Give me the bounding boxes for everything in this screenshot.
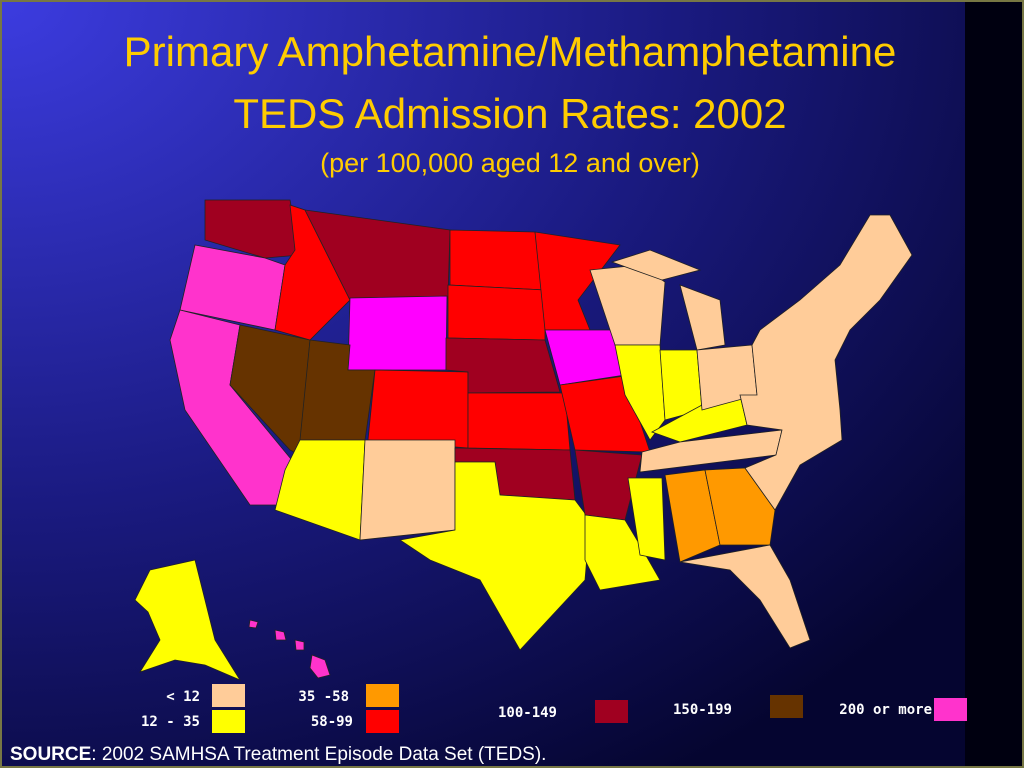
- state-region: [679, 284, 726, 351]
- state-region: [679, 544, 811, 649]
- state-region: [610, 249, 702, 281]
- legend-label: 58-99: [311, 714, 353, 730]
- map: [134, 199, 913, 681]
- state-region: [134, 559, 242, 681]
- state-region: [447, 284, 546, 341]
- source-label: SOURCE: [10, 744, 91, 765]
- state-region: [294, 639, 305, 651]
- legend-swatch: [595, 700, 628, 723]
- legend-label: 100-149: [498, 705, 557, 721]
- state-region: [347, 295, 448, 371]
- state-region: [248, 619, 259, 629]
- legend-swatch: [212, 684, 245, 707]
- legend-swatch: [366, 710, 399, 733]
- right-strip: [965, 0, 1024, 768]
- legend-label: 200 or more: [839, 702, 932, 718]
- source-text: : 2002 SAMHSA Treatment Episode Data Set…: [91, 744, 546, 765]
- title: TEDS Admission Rates: 2002: [233, 90, 786, 137]
- legend-swatch: [934, 698, 967, 721]
- state-region: [274, 629, 287, 641]
- state-region: [309, 654, 331, 679]
- legend-label: < 12: [166, 689, 200, 705]
- state-region: [367, 369, 469, 449]
- legend: < 12 12 - 35 35 -58 58-99 100-149 150-199 200 …: [141, 684, 967, 733]
- state-region: [534, 231, 621, 331]
- legend-label: 150-199: [673, 702, 732, 718]
- state-region: [704, 467, 776, 546]
- legend-label: 35 -58: [298, 689, 349, 705]
- state-region: [398, 461, 591, 651]
- state-region: [696, 344, 758, 411]
- state-region: [467, 392, 571, 451]
- state-region: [584, 514, 661, 591]
- subtitle: (per 100,000 aged 12 and over): [320, 148, 700, 178]
- legend-swatch: [212, 710, 245, 733]
- legend-swatch: [770, 695, 803, 718]
- state-region: [274, 439, 366, 541]
- state-region: [449, 229, 546, 291]
- state-region: [739, 214, 913, 511]
- source: SOURCE: 2002 SAMHSA Treatment Episode Da…: [10, 744, 546, 765]
- state-region: [359, 439, 456, 541]
- legend-swatch: [366, 684, 399, 707]
- legend-label: 12 - 35: [141, 714, 200, 730]
- state-region: [204, 199, 301, 259]
- state-region: [627, 477, 666, 561]
- title: Primary Amphetamine/Methamphetamine: [124, 28, 897, 75]
